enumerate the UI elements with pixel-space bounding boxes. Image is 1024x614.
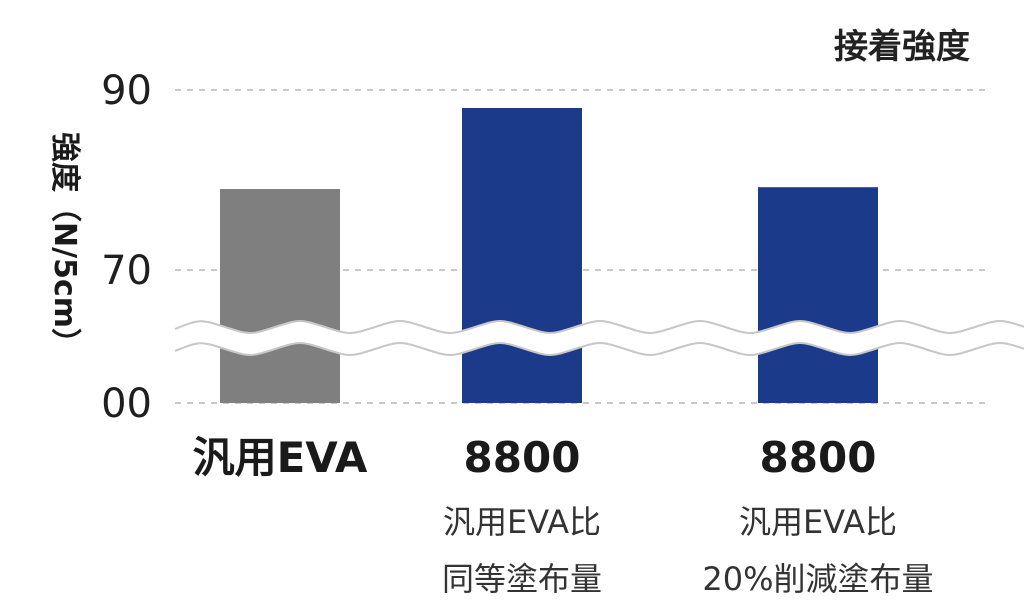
- y-axis-label: 強度（N/5cm）: [47, 132, 82, 358]
- category-note: 20%削減塗布量: [702, 560, 933, 598]
- y-tick-labels: 90 70 00: [101, 68, 152, 427]
- axis-break-line: [174, 342, 1024, 356]
- category-label: 汎用EVA: [193, 433, 368, 482]
- bars: [220, 108, 878, 403]
- category-note: 同等塗布量: [442, 560, 602, 598]
- bar: [220, 189, 340, 403]
- y-tick-label: 70: [101, 248, 152, 294]
- y-tick-label: 90: [101, 68, 152, 114]
- axis-break: [170, 320, 1024, 356]
- bar: [758, 187, 878, 403]
- category-note: 汎用EVA比: [739, 503, 897, 541]
- chart-title: 接着強度: [834, 27, 970, 67]
- axis-break-line: [174, 320, 1024, 334]
- axis-break-band: [170, 321, 1024, 355]
- y-tick-label: 00: [101, 381, 152, 427]
- category-label: 8800: [464, 433, 581, 482]
- bar: [462, 108, 582, 403]
- category-note: 汎用EVA比: [443, 503, 601, 541]
- category-label: 8800: [760, 433, 877, 482]
